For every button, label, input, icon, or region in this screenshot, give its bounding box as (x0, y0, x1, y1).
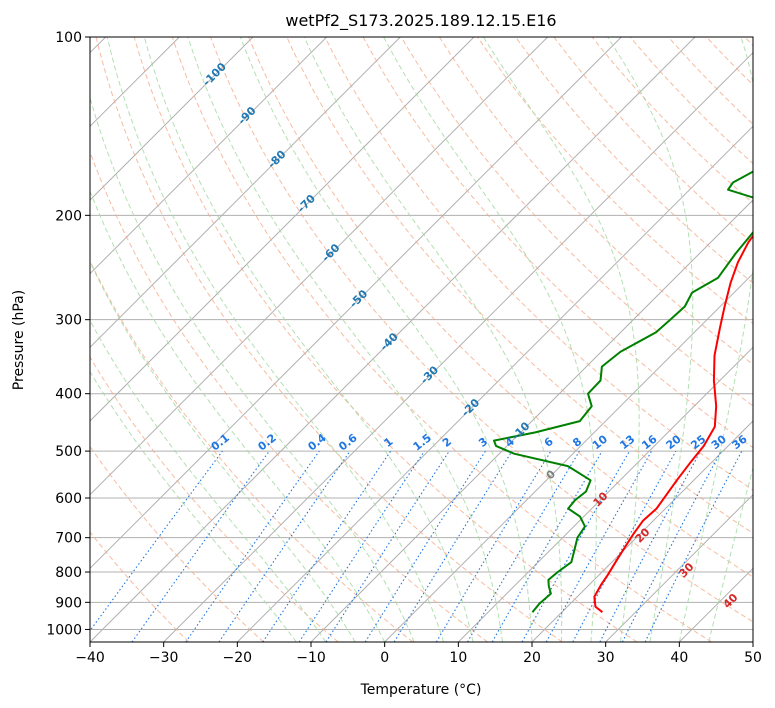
mixing-ratio-line (90, 450, 223, 632)
moist-adiabat (482, 37, 640, 642)
y-tick-label: 800 (55, 565, 82, 581)
x-axis: −40 −30 −20 −10 0 10 20 30 40 50 (75, 642, 762, 666)
isotherm-gridline (384, 272, 753, 642)
x-tick-label: 0 (380, 650, 389, 666)
y-tick-label: 900 (55, 595, 82, 611)
x-tick-label: −10 (296, 650, 326, 666)
isotherm-gridline (90, 37, 254, 201)
moist-adiabat (708, 466, 753, 642)
dry-adiabat (210, 37, 753, 623)
x-tick-label: −40 (75, 650, 105, 666)
isotherm-gridline (90, 37, 549, 496)
x-tick-label: 20 (523, 650, 541, 666)
dry-adiabat (400, 37, 753, 407)
x-tick-label: −20 (223, 650, 253, 666)
mixing-ratio-line (131, 450, 270, 642)
y-tick-label: 300 (55, 313, 82, 329)
dry-adiabat (95, 37, 563, 642)
y-tick-label: 200 (55, 208, 82, 224)
dry-adiabat (515, 37, 753, 284)
plot-area (90, 37, 753, 642)
mixing-ratio-line (185, 450, 320, 642)
isotherm-gridline (531, 420, 753, 642)
dry-adiabat (90, 356, 339, 642)
dry-adiabat (248, 37, 753, 578)
moist-adiabat (678, 37, 753, 642)
y-axis-label: Pressure (hPa) (11, 290, 27, 390)
temperature-profile (593, 234, 753, 613)
moist-adiabat (303, 37, 563, 642)
moist-adiabat (106, 37, 445, 642)
x-tick-label: 30 (597, 650, 615, 666)
x-tick-label: −30 (149, 650, 179, 666)
mixing-ratio-line (325, 450, 450, 642)
chart-title: wetPf2_S173.2025.189.12.15.E16 (285, 11, 556, 31)
dry-adiabat (90, 259, 414, 642)
isotherm-gridline (90, 37, 328, 275)
isotherm-gridline (236, 125, 753, 642)
isotherm-gridline (163, 51, 753, 642)
moist-adiabat (239, 37, 533, 642)
y-tick-label: 1000 (46, 622, 82, 638)
mixing-ratio-line (521, 450, 630, 642)
mixing-ratio-line (393, 450, 513, 642)
dry-adiabat (133, 37, 638, 642)
x-tick-label: 10 (449, 650, 467, 666)
mixing-ratio-line (262, 450, 392, 642)
dewpoint-profile (493, 170, 753, 613)
isotherm-gridline (90, 37, 696, 642)
dry-adiabat (90, 531, 190, 642)
x-axis-label: Temperature (°C) (360, 682, 482, 698)
x-tick-label: 50 (744, 650, 762, 666)
mixing-ratio-line (545, 450, 653, 642)
moist-adiabat (90, 260, 356, 642)
y-tick-label: 400 (55, 387, 82, 403)
mixing-ratio-line (644, 450, 743, 642)
dry-adiabat (438, 37, 753, 366)
moist-adiabat (90, 189, 386, 642)
y-tick-label: 100 (55, 30, 82, 46)
isotherm-gridline (90, 37, 401, 349)
y-tick-label: 700 (55, 531, 82, 547)
dry-adiabat (171, 37, 712, 642)
isotherm-gridline (605, 493, 753, 642)
isotherm-gridline (90, 37, 475, 422)
y-axis: 100 200 300 400 500 600 700 800 900 1000 (46, 30, 90, 638)
dry-adiabat (90, 445, 264, 642)
mixing-ratio-line (218, 450, 351, 642)
dry-adiabat (90, 150, 488, 642)
plot-frame (89, 36, 754, 643)
y-tick-label: 600 (55, 491, 82, 507)
mixing-ratio-line (298, 450, 425, 642)
isotherm-gridline (90, 37, 622, 570)
dry-adiabat (324, 37, 753, 491)
moist-adiabat (607, 37, 694, 642)
x-tick-label: 40 (670, 650, 688, 666)
moist-adiabat (143, 37, 474, 642)
y-tick-label: 500 (55, 444, 82, 460)
moist-adiabat (90, 319, 327, 642)
moist-adiabat (187, 37, 503, 642)
